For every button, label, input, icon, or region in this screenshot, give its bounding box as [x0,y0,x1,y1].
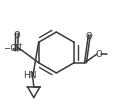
Text: HN: HN [23,71,36,80]
Text: O: O [86,32,93,41]
Text: O: O [96,50,102,59]
Text: −O: −O [3,44,17,53]
Text: +: + [17,42,22,47]
Text: N: N [14,44,20,53]
Text: O: O [14,31,20,40]
